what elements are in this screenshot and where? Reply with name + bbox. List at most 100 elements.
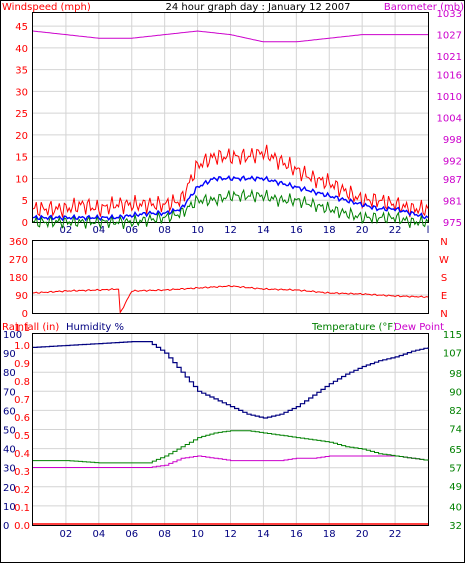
x-tick-label: 22 <box>389 225 402 236</box>
windspeed-tick-label: 15 <box>15 153 28 164</box>
windspeed-tick-label: 10 <box>15 174 28 185</box>
x-tick-label: 08 <box>158 529 171 540</box>
temperature-tick-label: 32 <box>449 521 462 532</box>
humidity-tick-label: 100 <box>3 330 22 341</box>
barometer-tick-label: 998 <box>443 135 462 146</box>
rainfall-tick-label: 0.3 <box>14 467 30 478</box>
barometer-tick-label: 981 <box>443 196 462 207</box>
direction-tick-label: 90 <box>15 291 28 302</box>
compass-tick-label: N <box>440 309 447 320</box>
rainfall-tick-label: 0.8 <box>14 377 30 388</box>
rainfall-tick-label: 0.7 <box>14 395 30 406</box>
temperature-tick-label: 107 <box>443 348 462 359</box>
temperature-tick-label: 49 <box>449 482 462 493</box>
x-tick-label: 18 <box>323 529 336 540</box>
compass-tick-label: N <box>440 237 447 248</box>
humidity-tick-label: 50 <box>3 426 16 437</box>
windspeed-tick-label: 30 <box>15 87 28 98</box>
barometer-tick-label: 1004 <box>437 114 462 125</box>
x-tick-label: 04 <box>92 225 105 236</box>
barometer-tick-label: 992 <box>443 157 462 168</box>
barometer-tick-label: 975 <box>443 218 462 229</box>
windspeed-axis-label: Windspeed (mph) <box>2 2 91 13</box>
x-tick-label: 10 <box>191 225 204 236</box>
windspeed-tick-label: 0 <box>22 218 28 229</box>
compass-tick-label: W <box>439 255 449 266</box>
wind-average-line <box>32 175 429 222</box>
barometer-line <box>32 30 428 43</box>
barometer-tick-label: 987 <box>443 175 462 186</box>
x-tick-label: 16 <box>290 529 303 540</box>
rainfall-tick-label: 0.2 <box>14 485 30 496</box>
humidity-line <box>33 341 429 419</box>
windspeed-tick-label: 5 <box>22 196 28 207</box>
x-tick-label: 20 <box>356 225 369 236</box>
temperature-tick-label: 74 <box>449 424 462 435</box>
rainfall-tick-label: 0.0 <box>14 521 30 532</box>
temperature-axis-label: Temperature (°F) <box>311 322 397 333</box>
rainfall-tick-label: 0.6 <box>14 413 30 424</box>
humidity-tick-label: 20 <box>3 483 16 494</box>
rainfall-axis-label: Rainfall (in) <box>2 322 59 333</box>
x-tick-label: 14 <box>257 225 270 236</box>
temperature-tick-label: 98 <box>449 369 462 380</box>
barometer-tick-label: 1033 <box>437 9 462 20</box>
compass-tick-label: S <box>441 273 447 284</box>
rainfall-tick-label: 1.1 <box>14 323 30 334</box>
humidity-axis-label: Humidity % <box>66 322 124 333</box>
x-tick-label: 12 <box>224 225 237 236</box>
rainfall-tick-label: 0.9 <box>14 359 30 370</box>
x-tick-label: 18 <box>323 225 336 236</box>
windspeed-tick-label: 20 <box>15 131 28 142</box>
x-tick-label: 04 <box>92 529 105 540</box>
humidity-tick-label: 60 <box>3 406 16 417</box>
temperature-tick-label: 40 <box>449 503 462 514</box>
direction-tick-label: 360 <box>9 237 28 248</box>
panel3-frame <box>32 333 429 526</box>
compass-tick-label: E <box>441 291 447 302</box>
rainfall-tick-label: 0.4 <box>14 449 30 460</box>
x-tick-label: 12 <box>224 529 237 540</box>
barometer-tick-label: 1027 <box>437 31 462 42</box>
barometer-tick-label: 1016 <box>437 70 462 81</box>
humidity-tick-label: 0 <box>3 521 9 532</box>
direction-tick-label: 0 <box>22 309 28 320</box>
temperature-tick-label: 65 <box>449 445 462 456</box>
wind-speed-line-green <box>32 188 429 230</box>
x-tick-label: 06 <box>125 225 138 236</box>
windspeed-tick-label: 45 <box>15 22 28 33</box>
panel2-frame <box>32 240 429 314</box>
windspeed-tick-label: 25 <box>15 109 28 120</box>
rainfall-tick-label: 1.0 <box>14 341 30 352</box>
x-tick-label: 08 <box>158 225 171 236</box>
x-tick-label: 02 <box>60 225 73 236</box>
humidity-tick-label: 40 <box>3 445 16 456</box>
humidity-tick-label: 80 <box>3 368 16 379</box>
direction-tick-label: 270 <box>9 255 28 266</box>
barometer-axis-label: Barometer (mb) <box>384 2 464 13</box>
rainfall-tick-label: 0.5 <box>14 431 30 442</box>
barometer-tick-label: 1021 <box>437 52 462 63</box>
direction-tick-label: 180 <box>9 273 28 284</box>
windspeed-tick-label: 35 <box>15 66 28 77</box>
humidity-tick-label: 90 <box>3 349 16 360</box>
wind-gust-line <box>32 144 429 218</box>
x-tick-label: 06 <box>125 529 138 540</box>
x-tick-label: 20 <box>356 529 369 540</box>
humidity-tick-label: 30 <box>3 464 16 475</box>
temperature-tick-label: 82 <box>449 406 462 417</box>
x-tick-label: 10 <box>191 529 204 540</box>
barometer-tick-label: 1010 <box>437 92 462 103</box>
temperature-tick-label: 115 <box>443 330 462 341</box>
wind-direction-line <box>32 284 429 314</box>
x-tick-label: 14 <box>257 529 270 540</box>
temperature-tick-label: 90 <box>449 388 462 399</box>
humidity-tick-label: 10 <box>3 502 16 513</box>
x-tick-label: 22 <box>389 529 402 540</box>
x-end-tick-label: l <box>427 225 430 236</box>
x-tick-label: 16 <box>290 225 303 236</box>
dewpoint-axis-label: Dew Point <box>394 322 444 333</box>
